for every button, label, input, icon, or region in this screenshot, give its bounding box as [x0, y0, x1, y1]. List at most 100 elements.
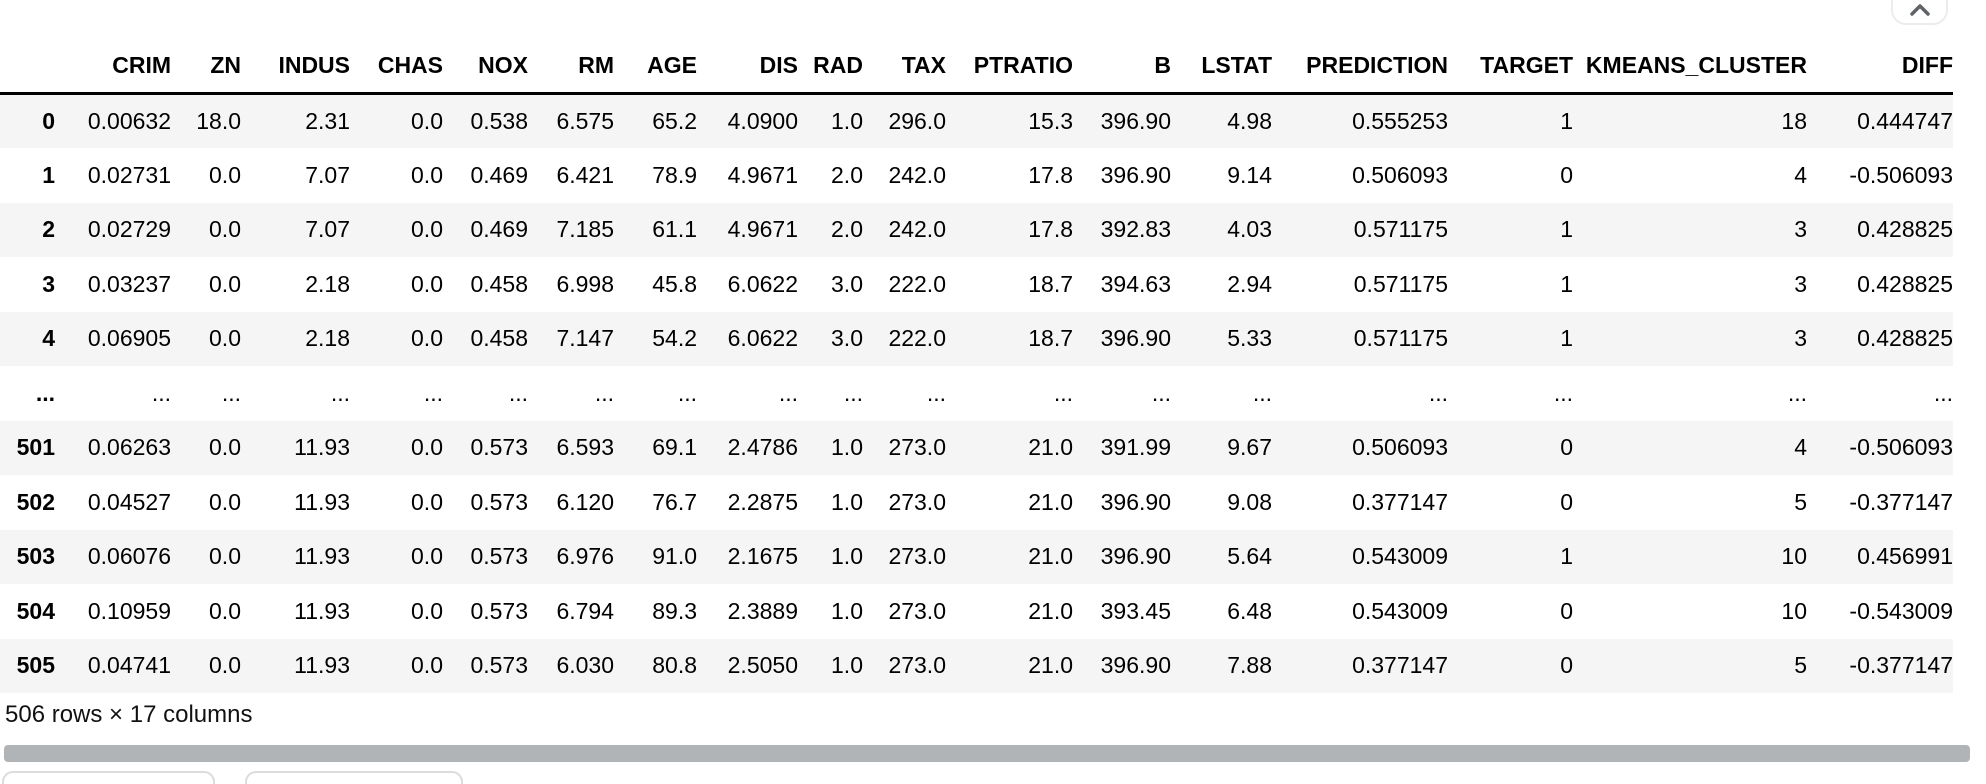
table-cell: 9.08 [1227, 488, 1272, 515]
table-cell: 2.94 [1227, 270, 1272, 297]
table-cell: 0.0 [209, 325, 241, 352]
table-cell: 0.573 [470, 434, 528, 461]
table-cell: 0.0 [209, 488, 241, 515]
table-cell: 6.120 [556, 488, 614, 515]
table-cell: -0.506093 [1849, 161, 1953, 188]
column-header: ZN [171, 38, 241, 95]
table-cell: 5 [1794, 652, 1807, 679]
table-row: 4 0.06905 0.0 2.18 0.0 0.458 7.147 54.2 6.0622 3.… [0, 311, 1953, 366]
table-cell: 15.3 [1028, 108, 1073, 134]
table-cell: 21.0 [1028, 597, 1073, 624]
table-cell: 21.0 [1028, 434, 1073, 461]
table-row: ........................................… [0, 366, 1953, 421]
table-cell: 4 [1794, 434, 1807, 461]
table-cell: 0.0 [411, 488, 443, 515]
table-cell: 396.90 [1100, 488, 1171, 515]
table-cell: 6.794 [556, 597, 614, 624]
table-cell: 80.8 [652, 652, 697, 679]
column-header: B [1073, 38, 1171, 95]
table-cell: 10 [1781, 597, 1807, 624]
table-cell: 0.428825 [1857, 216, 1953, 243]
column-header: NOX [443, 38, 528, 95]
table-cell: 1.0 [831, 434, 863, 461]
table-cell: 0.0 [411, 543, 443, 570]
table-cell: 18.7 [1028, 270, 1073, 297]
table-cell: 0.428825 [1857, 325, 1953, 352]
table-cell: 0.03237 [87, 270, 171, 297]
horizontal-scrollbar-thumb[interactable] [4, 745, 1970, 762]
table-cell: 1 [1560, 216, 1573, 243]
table-cell: 0.0 [209, 216, 241, 243]
column-header: AGE [614, 38, 697, 95]
table-cell: 61.1 [652, 216, 697, 243]
table-cell: 7.88 [1227, 652, 1272, 679]
table-cell: 0.469 [470, 216, 528, 243]
table-cell: 54.2 [652, 325, 697, 352]
table-cell: 3 [1794, 216, 1807, 243]
table-cell: -0.377147 [1849, 652, 1953, 679]
row-index: 4 [42, 325, 55, 352]
table-cell: 7.07 [305, 216, 350, 243]
table-cell: 0.0 [209, 161, 241, 188]
table-cell: -0.506093 [1849, 434, 1953, 461]
table-cell: 392.83 [1100, 216, 1171, 243]
table-cell: ... [1787, 379, 1807, 406]
table-cell: 65.2 [652, 108, 697, 134]
table-row: 502 0.04527 0.0 11.93 0.0 0.573 6.120 76.7 2.287… [0, 475, 1953, 530]
row-count-summary: 506 rows × 17 columns [5, 701, 253, 728]
table-cell: 6.998 [556, 270, 614, 297]
table-cell: 10 [1781, 543, 1807, 570]
table-cell: 3.0 [831, 270, 863, 297]
table-cell: 21.0 [1028, 488, 1073, 515]
table-cell: 2.31 [305, 108, 350, 134]
row-index: 3 [42, 270, 55, 297]
table-cell: 1.0 [831, 597, 863, 624]
column-header: KMEANS_CLUSTER [1573, 38, 1807, 95]
table-cell: 2.3889 [727, 597, 798, 624]
table-cell: 11.93 [294, 434, 350, 461]
table-cell: 2.4786 [727, 434, 798, 461]
table-cell: ... [594, 379, 614, 406]
truncated-button-right[interactable] [245, 771, 463, 784]
table-cell: -0.377147 [1849, 488, 1953, 515]
column-header: TARGET [1448, 38, 1573, 95]
table-cell: 0.02729 [87, 216, 171, 243]
table-row: 1 0.02731 0.0 7.07 0.0 0.469 6.421 78.9 4.9671 2.… [0, 148, 1953, 203]
table-cell: 45.8 [652, 270, 697, 297]
collapse-output-button[interactable] [1891, 0, 1948, 25]
column-header: PTRATIO [946, 38, 1073, 95]
row-index: 0 [42, 108, 55, 134]
column-header: DIFF [1807, 38, 1953, 95]
table-cell: 2.18 [305, 325, 350, 352]
column-header: INDUS [241, 38, 350, 95]
table-cell: 6.48 [1227, 597, 1272, 624]
table-cell: 0.0 [209, 434, 241, 461]
table-cell: ... [778, 379, 798, 406]
table-cell: ... [1553, 379, 1573, 406]
table-cell: 0.377147 [1352, 488, 1448, 515]
table-cell: 396.90 [1100, 161, 1171, 188]
truncated-button-left[interactable] [2, 771, 215, 784]
column-header: RM [528, 38, 614, 95]
table-cell: 4.9671 [727, 216, 798, 243]
table-cell: ... [423, 379, 443, 406]
table-cell: 91.0 [652, 543, 697, 570]
row-index: 505 [16, 652, 55, 679]
table-cell: 0.02731 [87, 161, 171, 188]
column-header: TAX [863, 38, 946, 95]
table-cell: 0.506093 [1352, 434, 1448, 461]
row-index: 2 [42, 216, 55, 243]
table-cell: 0.538 [470, 108, 528, 134]
table-cell: 18 [1781, 108, 1807, 134]
table-row: 3 0.03237 0.0 2.18 0.0 0.458 6.998 45.8 6.0622 3.… [0, 257, 1953, 312]
table-cell: 0.00632 [87, 108, 171, 134]
table-cell: ... [330, 379, 350, 406]
chevron-up-icon [1909, 4, 1930, 16]
table-cell: ... [926, 379, 946, 406]
table-cell: 0.06905 [87, 325, 171, 352]
table-cell: 0.0 [411, 216, 443, 243]
row-index: ... [35, 379, 55, 406]
table-cell: ... [508, 379, 528, 406]
table-cell: 6.575 [556, 108, 614, 134]
table-cell: 18.0 [196, 108, 241, 134]
